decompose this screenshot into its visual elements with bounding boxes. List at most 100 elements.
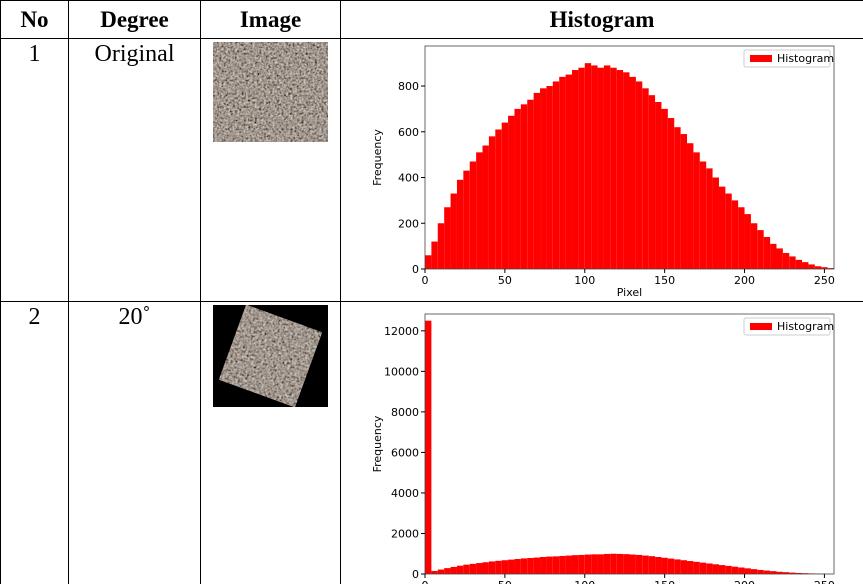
bar — [591, 65, 598, 269]
header-cell: Degree — [68, 0, 201, 39]
bar — [763, 236, 771, 269]
degree-cell: 20˚ — [68, 301, 201, 584]
bar — [642, 88, 649, 269]
bar — [725, 565, 732, 574]
bar — [718, 186, 726, 269]
row: 1 Original 0 200 400 600 800 0 50 100 150 200 250 P… — [0, 38, 863, 302]
legend-label: Histogram — [777, 320, 834, 333]
bar — [789, 572, 796, 574]
bar — [603, 553, 611, 574]
bar — [597, 554, 604, 574]
bar — [616, 553, 624, 574]
bar — [540, 556, 547, 574]
bar — [623, 72, 630, 269]
bar — [770, 571, 777, 574]
image-cell — [200, 301, 341, 584]
bar — [821, 267, 828, 269]
header-cell: Image — [200, 0, 341, 39]
bar — [425, 320, 432, 574]
bar — [635, 554, 643, 574]
bar — [552, 556, 560, 574]
bar — [616, 70, 624, 269]
bar — [540, 88, 547, 269]
bar — [456, 179, 464, 269]
x-tick-label: 0 — [422, 274, 429, 287]
bar — [648, 556, 656, 574]
bar — [802, 262, 809, 269]
bar — [527, 99, 534, 269]
x-tick-label: 250 — [814, 579, 835, 584]
bar — [501, 560, 509, 574]
legend-box — [743, 49, 831, 68]
bar — [469, 563, 477, 574]
bar — [431, 570, 438, 574]
y-axis-label: Frequency — [371, 129, 384, 186]
bar — [629, 554, 636, 574]
bar — [603, 65, 611, 269]
header-cell: Histogram — [340, 0, 863, 39]
bar — [744, 214, 751, 269]
bar — [661, 108, 668, 270]
bar — [661, 557, 668, 574]
bar — [814, 266, 822, 269]
texture-image — [213, 42, 328, 142]
bar — [482, 145, 489, 269]
y-tick-label: 6000 — [391, 446, 419, 459]
bar — [667, 558, 675, 574]
bar — [680, 134, 688, 269]
bar — [687, 561, 694, 574]
bar — [571, 70, 579, 269]
chart-cell: 0 2000 4000 6000 8000 10000 12000 0 50 100 150 200 2… — [340, 301, 863, 584]
number-cell: 1 — [0, 38, 69, 302]
bar — [782, 572, 790, 574]
bar — [488, 561, 496, 574]
bar — [712, 564, 719, 574]
x-tick-label: 100 — [574, 579, 595, 584]
plot-frame — [424, 45, 835, 270]
bar — [738, 567, 745, 574]
bar — [693, 561, 700, 574]
x-tick-label: 50 — [498, 274, 512, 287]
bar — [431, 241, 438, 269]
bar — [610, 553, 617, 574]
bar — [476, 152, 483, 269]
degree-cell: Original — [68, 38, 201, 302]
bar — [782, 252, 790, 269]
bar — [802, 573, 809, 574]
header-row: No Degree Image Histogram — [0, 0, 863, 39]
bar — [463, 170, 470, 269]
number-cell: 2 — [0, 301, 69, 584]
x-tick-label: 250 — [814, 274, 835, 287]
plot-frame — [424, 313, 835, 575]
x-tick-label: 150 — [654, 274, 675, 287]
y-tick-label: 0 — [412, 263, 419, 276]
x-tick-label: 50 — [498, 579, 512, 584]
legend-swatch — [750, 323, 772, 330]
x-tick-label: 100 — [574, 274, 595, 287]
bar — [559, 555, 566, 574]
x-tick-label: 200 — [734, 579, 755, 584]
histogram-chart: 0 200 400 600 800 0 50 100 150 200 250 Pixel Frequen… — [371, 45, 835, 299]
bar — [469, 161, 477, 269]
bar — [706, 168, 713, 269]
bar — [444, 568, 451, 574]
bar — [655, 556, 662, 574]
legend-label: Histogram — [777, 52, 834, 65]
bar — [699, 562, 707, 574]
bar — [789, 256, 796, 269]
y-tick-label: 0 — [412, 568, 419, 581]
bar — [623, 554, 630, 574]
bar — [610, 67, 617, 269]
bar — [546, 556, 553, 574]
bar — [565, 74, 572, 269]
bar — [808, 264, 815, 269]
bar — [533, 92, 541, 269]
y-tick-label: 2000 — [391, 527, 419, 540]
bar — [795, 259, 803, 269]
image-cell — [200, 38, 341, 302]
x-tick-label: 200 — [734, 274, 755, 287]
bar — [648, 95, 656, 269]
bar — [725, 193, 732, 269]
x-tick-label: 150 — [654, 579, 675, 584]
